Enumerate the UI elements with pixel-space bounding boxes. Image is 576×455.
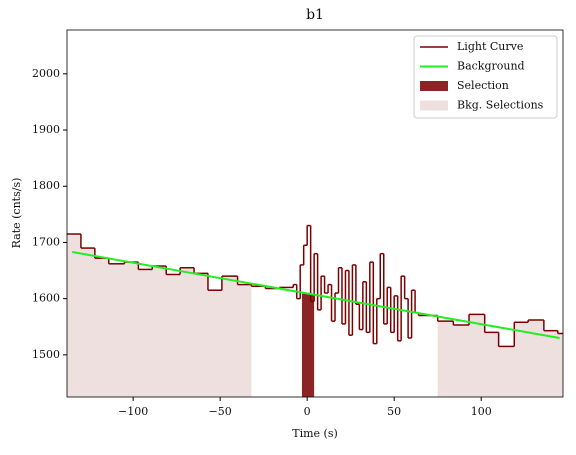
plot-frame: [66, 29, 564, 398]
x-tick-label: −50: [209, 405, 232, 418]
legend-box: [413, 35, 558, 119]
legend-label: Bkg. Selections: [457, 99, 544, 112]
y-tick-label: 1800: [32, 179, 60, 192]
legend-swatch: [420, 100, 448, 111]
background-line: [72, 251, 560, 339]
x-tick-label: −100: [118, 405, 148, 418]
selection: [301, 293, 315, 397]
y-tick-label: 1500: [32, 348, 60, 361]
y-tick-label: 1700: [32, 235, 60, 248]
chart-title: b1: [306, 7, 324, 23]
plot: [67, 224, 563, 397]
x-axis-label: Time (s): [292, 427, 338, 440]
y-axis-label: Rate (cnts/s): [10, 178, 23, 249]
y-tick-label: 1900: [32, 123, 60, 136]
x-tick-label: 100: [471, 405, 492, 418]
bkg-selection: [67, 234, 252, 397]
legend-swatch: [420, 81, 448, 91]
y-tick-label: 2000: [32, 67, 60, 80]
bkg-selection: [437, 314, 563, 397]
x-tick-label: 50: [387, 405, 401, 418]
legend-label: Selection: [457, 79, 509, 92]
legend-label: Light Curve: [457, 40, 523, 53]
legend-label: Background: [457, 60, 525, 73]
x-tick-label: 0: [304, 405, 311, 418]
y-tick-label: 1600: [32, 292, 60, 305]
